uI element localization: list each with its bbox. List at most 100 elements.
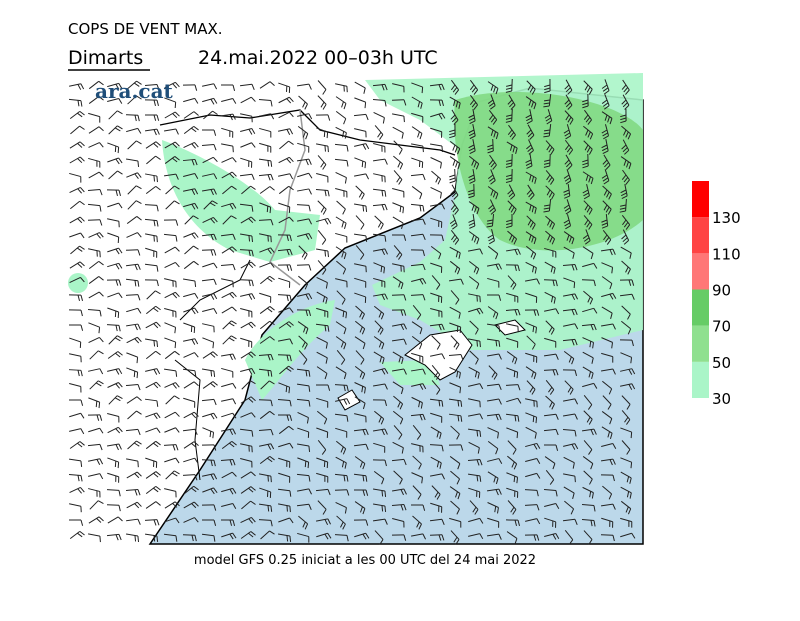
barb-flag <box>252 236 253 242</box>
barb-flag <box>213 342 214 348</box>
colorbar-band <box>692 326 709 362</box>
footer: model GFS 0.25 iniciat a les 00 UTC del … <box>194 553 536 568</box>
barb-flag <box>305 461 306 467</box>
barb-flag <box>287 506 288 512</box>
barb-flag <box>517 432 518 438</box>
barb-flag <box>249 236 250 242</box>
barb-flag <box>365 162 366 168</box>
barb-flag <box>400 206 401 212</box>
barb-flag <box>213 432 214 438</box>
colorbar-band <box>692 362 709 398</box>
barb-flag <box>346 312 347 318</box>
barb <box>392 100 404 101</box>
barb-flag <box>157 176 158 182</box>
barb-flag <box>328 146 329 152</box>
colorbar-band <box>692 290 709 326</box>
barb-flag <box>195 281 196 287</box>
colorbar-label: 130 <box>712 209 741 227</box>
barb-flag <box>138 536 139 542</box>
barb-flag <box>403 207 404 213</box>
barb-flag <box>477 430 478 436</box>
barb-flag <box>308 462 309 468</box>
barb-flag <box>514 371 515 377</box>
barb-flag <box>138 161 139 167</box>
barb <box>335 385 347 386</box>
barb-flag <box>268 505 269 511</box>
barb-flag <box>175 342 176 348</box>
barb <box>259 400 271 401</box>
barb-flag <box>325 146 326 152</box>
period: 24.mai.2022 00–03h UTC <box>198 47 438 69</box>
barb-flag <box>289 387 290 393</box>
barb-flag <box>363 205 364 211</box>
barb-flag <box>271 506 272 512</box>
barb-flag <box>287 535 288 541</box>
barb-flag <box>81 461 82 467</box>
barb-flag <box>422 87 423 93</box>
colorbar-label: 50 <box>712 354 731 372</box>
barb-flag <box>214 371 215 377</box>
barb-flag <box>154 535 155 541</box>
barb-flag <box>517 372 518 378</box>
barb-flag <box>477 341 478 347</box>
wind-zone <box>68 273 88 293</box>
barb-flag <box>309 446 310 452</box>
barb-flag <box>362 161 363 167</box>
barb-flag <box>382 505 383 511</box>
barb <box>240 250 252 251</box>
barb-flag <box>137 372 138 378</box>
barb-flag <box>366 206 367 212</box>
barb <box>544 280 556 281</box>
barb-flag <box>423 146 424 152</box>
brand: ara.cat <box>95 79 174 103</box>
barb-flag <box>157 536 158 542</box>
barb-flag <box>99 327 100 333</box>
barb-flag <box>460 387 461 393</box>
barb-flag <box>286 386 287 392</box>
barb-flag <box>325 251 326 257</box>
title: COPS DE VENT MAX. <box>68 20 223 38</box>
barb <box>240 280 252 281</box>
barb <box>183 535 195 536</box>
colorbar-band <box>692 253 709 289</box>
barb-flag <box>404 116 405 122</box>
barb <box>126 295 138 296</box>
barb-flag <box>328 251 329 257</box>
map <box>68 73 643 545</box>
colorbar-label: 30 <box>712 390 731 408</box>
barb-flag <box>176 371 177 377</box>
barb-flag <box>480 341 481 347</box>
barb-flag <box>290 536 291 542</box>
barb-flag <box>366 236 367 242</box>
barb-flag <box>343 311 344 317</box>
barb-flag <box>365 102 366 108</box>
barb-flag <box>290 506 291 512</box>
barb-flag <box>100 536 101 542</box>
barb-flag <box>96 401 97 407</box>
barb-flag <box>533 416 534 422</box>
barb-flag <box>154 341 155 347</box>
barb-flag <box>442 146 443 152</box>
barb-flag <box>154 176 155 182</box>
barb-flag <box>210 431 211 437</box>
barb-flag <box>385 491 386 497</box>
colorbar-label: 70 <box>712 318 731 336</box>
barb-flag <box>267 206 268 212</box>
barb-flag <box>175 327 176 333</box>
barb <box>69 370 81 371</box>
barb-flag <box>385 506 386 512</box>
barb-flag <box>536 417 537 423</box>
barb-flag <box>517 477 518 483</box>
colorbar-label: 90 <box>712 282 731 300</box>
barb-flag <box>480 431 481 437</box>
barb-flag <box>514 476 515 482</box>
barb-flag <box>382 490 383 496</box>
barb-flag <box>135 536 136 542</box>
barb <box>278 295 290 296</box>
colorbar-band <box>692 181 709 217</box>
barb <box>525 490 537 491</box>
day: Dimarts <box>68 47 143 69</box>
barb-flag <box>99 402 100 408</box>
